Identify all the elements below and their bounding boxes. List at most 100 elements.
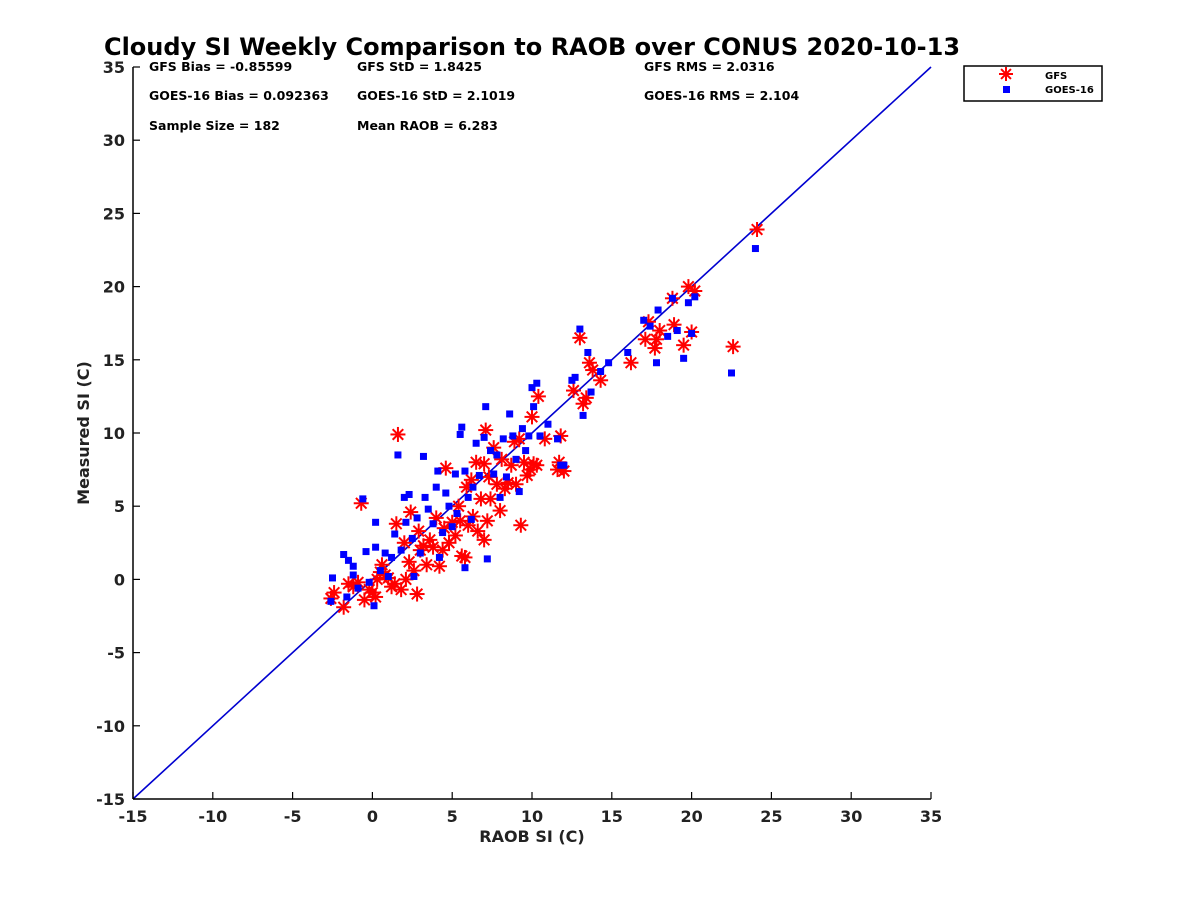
goes16-point: [640, 316, 648, 324]
goes16-point: [456, 430, 464, 438]
goes16-point: [400, 493, 408, 501]
goes16-point: [442, 489, 450, 497]
y-axis-label: Measured SI (C): [74, 361, 93, 505]
goes16-point: [587, 388, 595, 396]
goes16-point: [429, 520, 437, 528]
goes16-point: [475, 471, 483, 479]
gfs-point: [522, 462, 538, 478]
stat-gfs-rms: GFS RMS = 2.0316: [644, 59, 775, 74]
goes16-point: [584, 348, 592, 356]
goes16-point: [376, 567, 384, 575]
goes16-point: [490, 470, 498, 478]
goes16-point: [349, 571, 357, 579]
goes16-point: [560, 461, 568, 469]
gfs-point: [529, 457, 545, 473]
goes16-point: [448, 523, 456, 531]
y-tick-label: -5: [107, 644, 125, 663]
goes16-point: [384, 572, 392, 580]
goes16-point: [506, 410, 514, 418]
goes16-point: [493, 451, 501, 459]
goes16-point: [458, 423, 466, 431]
legend-goes-label: GOES-16: [1045, 85, 1094, 96]
chart-title: Cloudy SI Weekly Comparison to RAOB over…: [104, 33, 960, 61]
goes16-point: [354, 584, 362, 592]
goes16-point: [680, 354, 688, 362]
x-tick-label: 15: [601, 807, 623, 826]
goes16-point: [487, 447, 495, 455]
goes16-point: [405, 490, 413, 498]
gfs-point: [457, 549, 473, 565]
goes16-point: [554, 435, 562, 443]
stats-annotations: GFS Bias = -0.85599 GFS StD = 1.8425 GFS…: [149, 59, 799, 133]
goes16-point: [502, 473, 510, 481]
y-tick-label: 15: [103, 351, 125, 370]
x-tick-label: 10: [521, 807, 543, 826]
goes16-point: [472, 439, 480, 447]
goes16-point: [402, 518, 410, 526]
goes16-point: [372, 543, 380, 551]
gfs-point: [492, 503, 508, 519]
gfs-point: [749, 222, 765, 238]
gfs-point: [483, 491, 499, 507]
gfs-point: [524, 409, 540, 425]
goes16-point: [522, 447, 530, 455]
goes16-point: [365, 578, 373, 586]
goes16-point: [416, 549, 424, 557]
y-tick-label: 20: [103, 278, 125, 297]
legend: GFS GOES-16: [963, 65, 1103, 102]
goes16-point: [528, 384, 536, 392]
goes16-point: [688, 329, 696, 337]
goes16-point: [329, 574, 336, 582]
gfs-point: [393, 582, 409, 598]
goes16-point: [467, 515, 475, 523]
goes16-point: [483, 555, 491, 563]
stat-goes-rms: GOES-16 RMS = 2.104: [644, 88, 799, 103]
goes16-point: [435, 553, 443, 561]
goes16-point: [461, 467, 469, 475]
x-tick-label: 0: [367, 807, 378, 826]
goes16-point: [327, 597, 335, 605]
goes16-point: [530, 403, 538, 411]
goes16-point: [624, 348, 632, 356]
gfs-point: [368, 589, 384, 605]
goes16-point: [445, 502, 453, 510]
goes16-point: [451, 470, 459, 478]
goes16-point: [453, 510, 461, 518]
gfs-point: [326, 585, 342, 601]
goes16-point: [344, 556, 352, 564]
gfs-point: [572, 330, 588, 346]
goes16-point: [480, 433, 488, 441]
goes16-point: [391, 530, 399, 538]
goes16-point: [499, 435, 507, 443]
goes16-point: [668, 294, 676, 302]
x-tick-label: 30: [840, 807, 862, 826]
gfs-point: [419, 557, 435, 573]
goes16-point: [372, 518, 380, 526]
gfs-point: [513, 517, 529, 533]
goes16-point: [571, 373, 579, 381]
stat-mean-raob: Mean RAOB = 6.283: [357, 118, 498, 133]
goes16-point: [362, 548, 370, 556]
gfs-point: [476, 456, 492, 472]
x-tick-label: 25: [760, 807, 782, 826]
x-axis-ticks: -15 -10 -5 0 5 10 15 20 25 30 35: [119, 792, 942, 826]
gfs-point: [463, 472, 479, 488]
goes16-point: [544, 420, 552, 428]
goes16-point: [432, 483, 440, 491]
goes16-point: [646, 322, 654, 330]
y-tick-label: 25: [103, 204, 125, 223]
stat-goes-bias: GOES-16 Bias = 0.092363: [149, 88, 329, 103]
gfs-point: [565, 383, 581, 399]
goes16-point: [381, 549, 389, 557]
gfs-point: [530, 388, 546, 404]
goes16-point: [408, 534, 416, 542]
goes16-point: [728, 369, 735, 377]
x-tick-label: 20: [680, 807, 702, 826]
goes16-point: [434, 467, 442, 475]
legend-goes-marker: [1003, 86, 1010, 93]
goes16-point: [579, 411, 587, 419]
y-tick-label: -15: [96, 790, 125, 809]
goes16-point: [397, 546, 405, 554]
stat-goes-std: GOES-16 StD = 2.1019: [357, 88, 515, 103]
